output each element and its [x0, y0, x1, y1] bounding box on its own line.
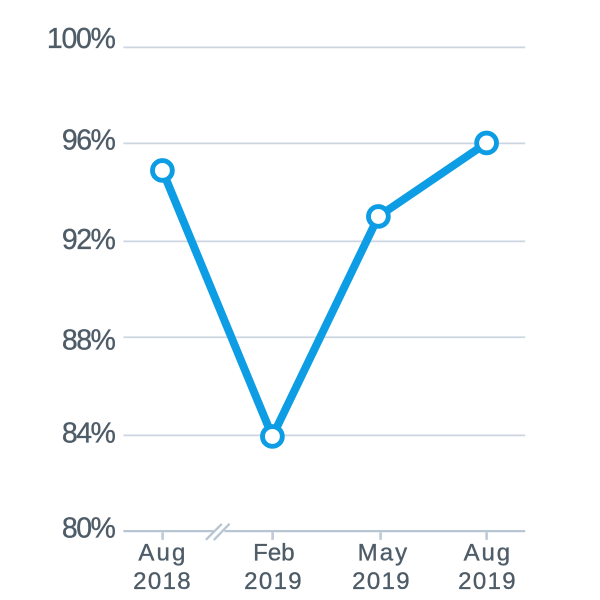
svg-text:80%: 80%	[62, 513, 116, 545]
svg-text:Feb: Feb	[253, 539, 295, 566]
svg-text:88%: 88%	[62, 324, 116, 356]
svg-text:May: May	[358, 539, 408, 566]
svg-text:92%: 92%	[62, 224, 116, 256]
svg-text:2019: 2019	[458, 568, 516, 595]
svg-text:84%: 84%	[62, 418, 116, 450]
svg-text:100%: 100%	[47, 23, 116, 55]
svg-text:2019: 2019	[244, 568, 302, 595]
svg-text:Aug: Aug	[138, 539, 185, 566]
svg-text:Aug: Aug	[464, 539, 511, 566]
svg-text:96%: 96%	[62, 124, 116, 156]
svg-text:2018: 2018	[133, 568, 191, 595]
svg-text:2019: 2019	[352, 568, 410, 595]
